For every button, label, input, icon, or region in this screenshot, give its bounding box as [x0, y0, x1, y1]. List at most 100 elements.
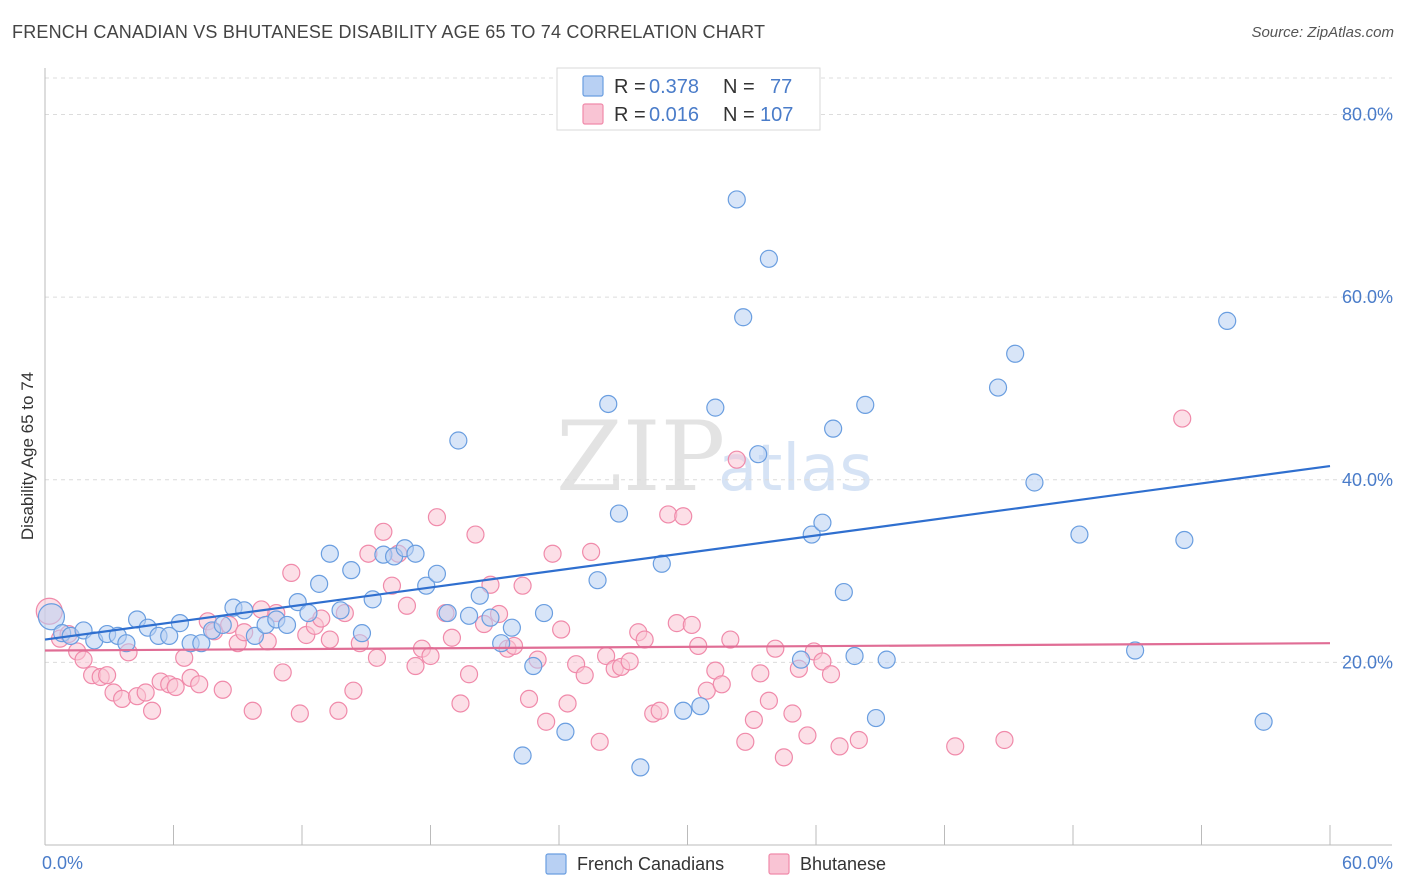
french-canadians-point-22	[277, 615, 297, 635]
french-canadians-point-42	[492, 634, 511, 653]
french-canadians-point-25	[310, 574, 329, 593]
bhutanese-trend-line	[44, 642, 1331, 652]
bhutanese-point-44	[382, 576, 402, 595]
legend-n-label-blue: N =	[723, 76, 755, 98]
bhutanese-point-49	[421, 646, 440, 666]
bhutanese-point-37	[329, 701, 348, 720]
watermark-zip: ZIP	[556, 401, 725, 513]
bhutanese-point-102	[830, 737, 849, 756]
chart-title: FRENCH CANADIAN VS BHUTANESE DISABILITY …	[12, 22, 766, 42]
bhutanese-point-65	[543, 544, 562, 563]
bhutanese-point-81	[667, 614, 686, 633]
series-legend-swatch-french-canadians	[545, 853, 567, 875]
french-canadians-point-55	[706, 398, 725, 417]
bhutanese-point-95	[774, 748, 793, 767]
french-canadians-point-11	[160, 626, 179, 646]
bhutanese-point-26	[243, 701, 262, 720]
french-canadians-point-44	[513, 746, 532, 765]
french-canadians-point-24	[299, 603, 318, 623]
french-canadians-point-29	[352, 624, 372, 643]
french-canadians-point-41	[481, 608, 500, 627]
bhutanese-point-85	[697, 681, 716, 700]
bhutanese-point-46	[397, 596, 417, 615]
y-tick-label-1: 40.0%	[1342, 470, 1393, 490]
bhutanese-point-39	[344, 681, 363, 700]
series-legend: French Canadians Bhutanese	[545, 853, 886, 875]
bhutanese-point-7	[98, 666, 117, 685]
bhutanese-point-31	[282, 563, 301, 582]
french-canadians-point-45	[524, 656, 543, 676]
axes	[44, 68, 1392, 846]
french-canadians-point-63	[824, 419, 843, 438]
french-canadians-point-66	[856, 395, 875, 414]
bhutanese-point-64	[537, 712, 556, 731]
bhutanese-point-103	[849, 730, 868, 750]
bhutanese-point-90	[736, 732, 755, 751]
x-ticks	[44, 825, 1331, 845]
french-canadians-point-59	[759, 249, 778, 268]
bhutanese-point-47	[406, 656, 425, 676]
french-canadians-point-46	[534, 603, 554, 623]
french-canadians-point-34	[406, 544, 425, 563]
legend-n-value-blue: 77	[770, 76, 792, 98]
bhutanese-point-96	[783, 704, 802, 723]
bhutanese-point-52	[442, 628, 462, 647]
bhutanese-point-43	[374, 522, 393, 541]
bhutanese-point-70	[582, 542, 601, 561]
french-canadians-point-75	[1218, 311, 1237, 330]
french-canadians-point-14	[192, 634, 211, 653]
y-tick-labels: 20.0% 40.0% 60.0% 80.0%	[1342, 105, 1393, 673]
bhutanese-point-36	[320, 630, 339, 649]
french-canadians-point-43	[502, 618, 521, 637]
french-canadians-point-26	[320, 544, 339, 563]
x-tick-label-0: 0.0%	[42, 853, 83, 873]
french-canadians-point-71	[1025, 473, 1044, 492]
series-legend-swatch-bhutanese	[768, 853, 790, 875]
bhutanese-point-77	[635, 630, 654, 649]
bhutanese-point-89	[727, 450, 746, 469]
bhutanese-point-54	[459, 665, 479, 684]
bhutanese-point-71	[590, 732, 609, 751]
french-canadians-point-47	[556, 722, 575, 741]
french-canadians-point-0	[37, 603, 66, 631]
bhutanese-point-61	[513, 576, 532, 595]
x-tick-label-1: 60.0%	[1342, 853, 1393, 873]
y-tick-label-2: 60.0%	[1342, 287, 1393, 307]
french-canadians-point-27	[331, 601, 350, 620]
trend-lines	[44, 464, 1331, 652]
bhutanese-point-50	[427, 508, 447, 527]
french-canadians-point-54	[691, 697, 710, 716]
french-canadians-point-60	[791, 650, 811, 669]
bhutanese-point-32	[290, 704, 309, 723]
bhutanese-point-92	[751, 664, 770, 683]
bhutanese-point-13	[142, 701, 162, 720]
french-canadians-point-70	[1006, 344, 1025, 363]
bhutanese-point-4	[74, 650, 93, 669]
french-canadians-point-7	[117, 634, 136, 653]
french-canadians-point-76	[1254, 712, 1273, 731]
series-legend-label-bhutanese: Bhutanese	[800, 854, 886, 874]
french-canadians-point-39	[459, 606, 479, 625]
french-canadians-point-73	[1126, 641, 1145, 660]
bhutanese-point-55	[466, 525, 485, 544]
bhutanese-point-88	[721, 630, 740, 649]
french-canadians-point-28	[342, 561, 361, 580]
bhutanese-point-91	[744, 710, 763, 730]
bhutanese-point-16	[166, 677, 185, 697]
legend-r-label-blue: R =	[614, 76, 646, 98]
french-canadians-point-58	[749, 445, 768, 464]
bhutanese-point-105	[995, 730, 1014, 750]
watermark: ZIP atlas	[556, 401, 873, 513]
bhutanese-point-69	[575, 666, 594, 685]
bhutanese-point-94	[766, 639, 785, 658]
y-tick-label-3: 80.0%	[1342, 105, 1393, 125]
series-legend-label-french-canadians: French Canadians	[577, 854, 724, 874]
bhutanese-point-82	[674, 507, 693, 526]
bhutanese-point-80	[659, 505, 678, 524]
legend-n-value-pink: 107	[760, 104, 793, 126]
bhutanese-point-106	[1173, 409, 1192, 428]
bhutanese-point-62	[519, 689, 539, 709]
bhutanese-point-9	[112, 689, 132, 709]
bhutanese-point-104	[946, 737, 965, 756]
